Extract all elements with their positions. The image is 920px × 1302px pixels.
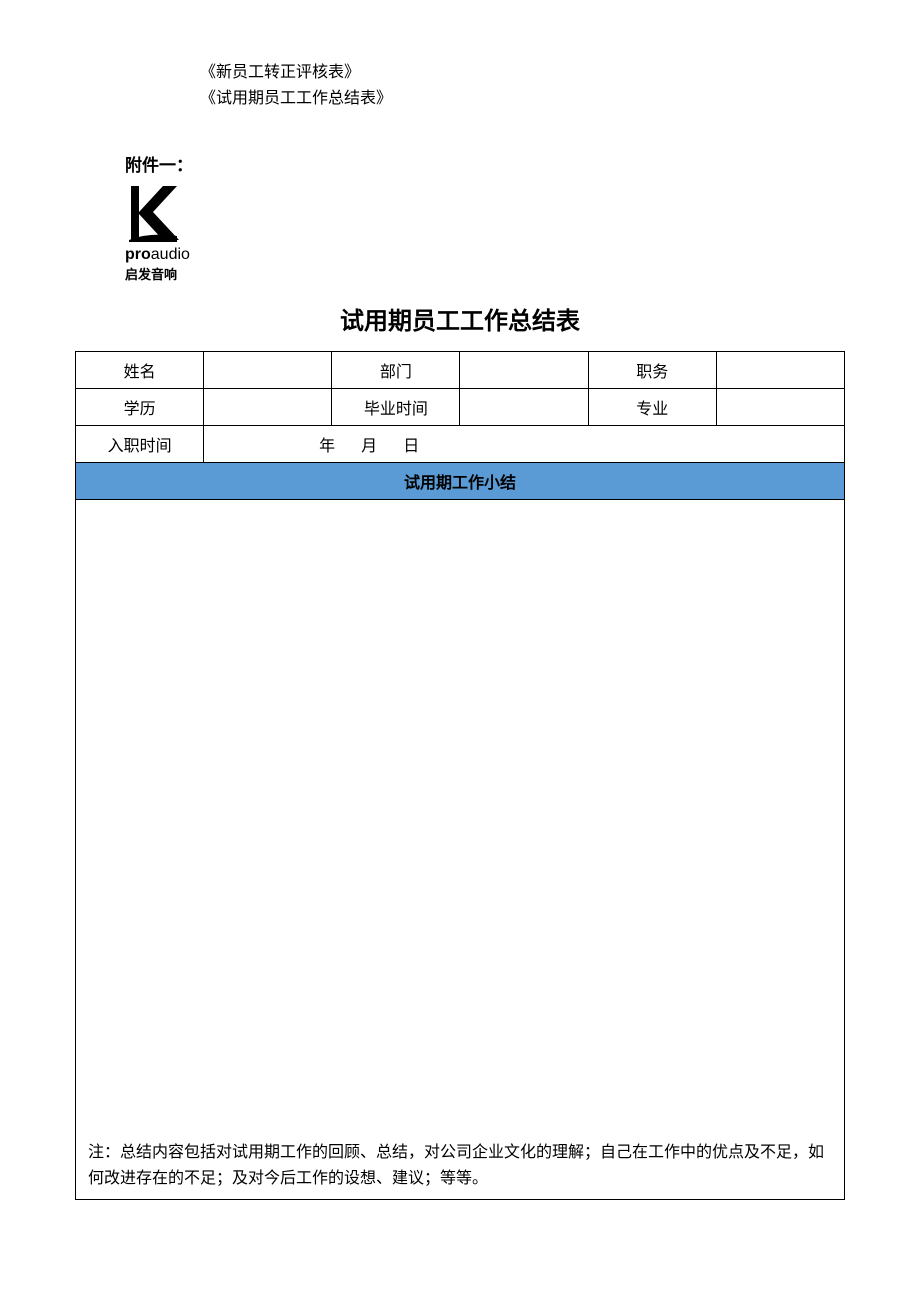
logo-audio-text: audio: [151, 246, 190, 263]
dept-label: 部门: [332, 352, 460, 389]
month-char: 月: [361, 438, 377, 455]
table-row-basic-1: 姓名 部门 职务: [76, 352, 845, 389]
table-row-section-header: 试用期工作小结: [76, 463, 845, 500]
reference-line-2: 《试用期员工工作总结表》: [200, 86, 845, 112]
company-logo-icon: [125, 184, 845, 244]
header-references: 《新员工转正评核表》 《试用期员工工作总结表》: [200, 60, 845, 111]
year-char: 年: [319, 438, 335, 455]
position-value[interactable]: [716, 352, 844, 389]
table-row-summary: 注：总结内容包括对试用期工作的回顾、总结，对公司企业文化的理解；自己在工作中的优…: [76, 500, 845, 1200]
logo-pro-text: pro: [125, 246, 151, 263]
document-title: 试用期员工工作总结表: [75, 301, 845, 336]
name-value[interactable]: [204, 352, 332, 389]
summary-content-cell[interactable]: 注：总结内容包括对试用期工作的回顾、总结，对公司企业文化的理解；自己在工作中的优…: [76, 500, 845, 1200]
table-row-hiredate: 入职时间 年 月 日: [76, 426, 845, 463]
major-label: 专业: [588, 389, 716, 426]
gradtime-value[interactable]: [460, 389, 588, 426]
summary-note: 注：总结内容包括对试用期工作的回顾、总结，对公司企业文化的理解；自己在工作中的优…: [88, 1140, 832, 1191]
hiredate-value[interactable]: 年 月 日: [204, 426, 845, 463]
logo-subtitle: 启发音响: [125, 264, 845, 283]
major-value[interactable]: [716, 389, 844, 426]
table-row-basic-2: 学历 毕业时间 专业: [76, 389, 845, 426]
dept-value[interactable]: [460, 352, 588, 389]
edu-label: 学历: [76, 389, 204, 426]
reference-line-1: 《新员工转正评核表》: [200, 60, 845, 86]
summary-form-table: 姓名 部门 职务 学历 毕业时间 专业 入职时间 年 月 日 试用期工作小结: [75, 351, 845, 1200]
name-label: 姓名: [76, 352, 204, 389]
section-header: 试用期工作小结: [76, 463, 845, 500]
day-char: 日: [403, 438, 419, 455]
attachment-label: 附件一：: [125, 151, 845, 176]
document-page: 《新员工转正评核表》 《试用期员工工作总结表》 附件一： proaudio 启发…: [0, 0, 920, 1240]
hiredate-label: 入职时间: [76, 426, 204, 463]
edu-value[interactable]: [204, 389, 332, 426]
logo-brand-text: proaudio: [125, 246, 845, 264]
gradtime-label: 毕业时间: [332, 389, 460, 426]
position-label: 职务: [588, 352, 716, 389]
